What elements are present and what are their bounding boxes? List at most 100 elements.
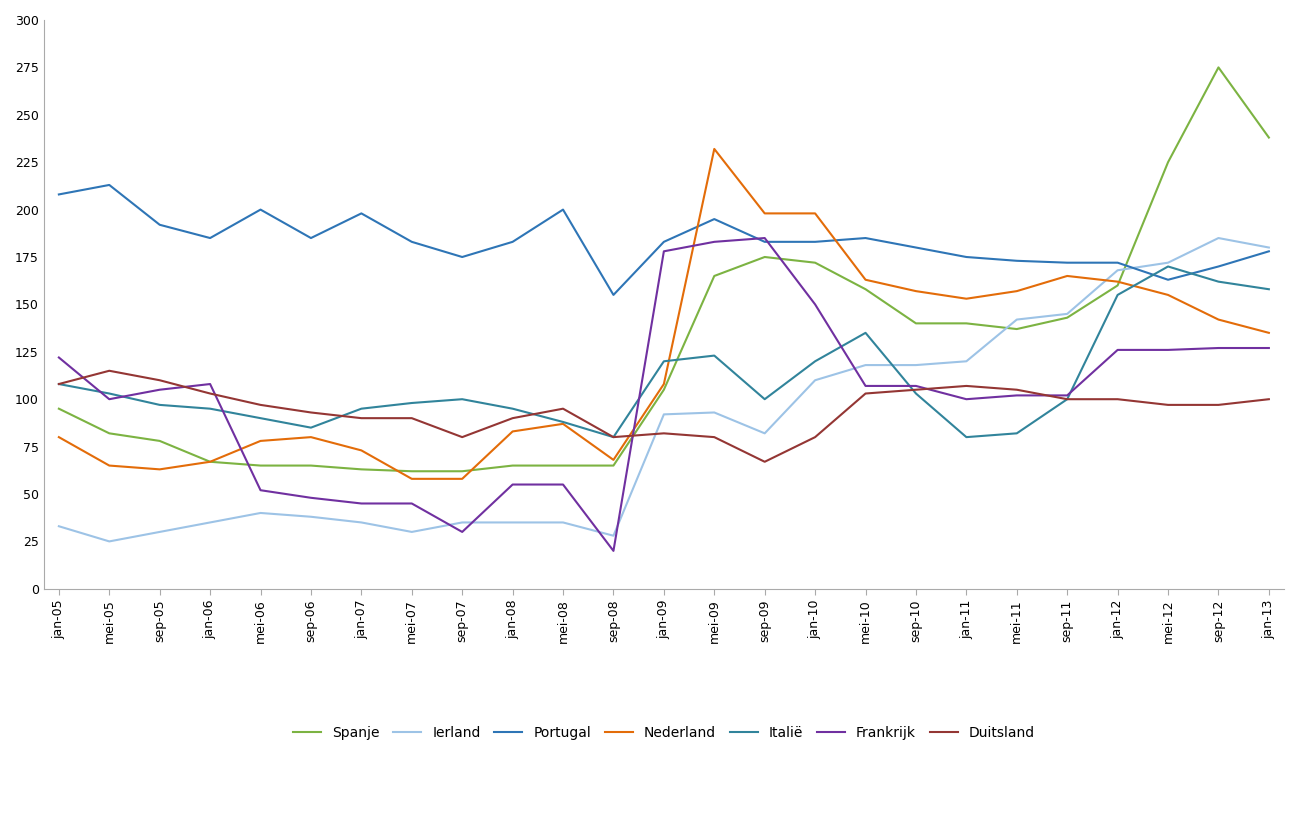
Duitsland bbox=[555, 404, 570, 414]
Spanje bbox=[757, 252, 773, 262]
Spanje bbox=[253, 461, 269, 471]
Line: Spanje: Spanje bbox=[58, 68, 1269, 472]
Nederland bbox=[1060, 271, 1076, 281]
Ierland bbox=[908, 360, 924, 370]
Spanje bbox=[1009, 324, 1025, 334]
Spanje bbox=[1160, 157, 1176, 167]
Italië bbox=[857, 328, 873, 338]
Duitsland bbox=[757, 456, 773, 466]
Ierland bbox=[1160, 257, 1176, 268]
Ierland bbox=[959, 356, 974, 366]
Spanje bbox=[555, 461, 570, 471]
Nederland bbox=[404, 474, 420, 484]
Spanje bbox=[455, 466, 470, 477]
Ierland bbox=[1060, 308, 1076, 319]
Frankrijk bbox=[404, 498, 420, 508]
Ierland bbox=[656, 410, 672, 420]
Portugal bbox=[1160, 275, 1176, 285]
Italië bbox=[303, 423, 318, 433]
Duitsland bbox=[505, 413, 521, 423]
Italië bbox=[707, 350, 722, 360]
Ierland bbox=[455, 517, 470, 528]
Nederland bbox=[455, 474, 470, 484]
Nederland bbox=[807, 208, 822, 218]
Ierland bbox=[857, 360, 873, 370]
Frankrijk bbox=[203, 379, 218, 389]
Spanje bbox=[101, 428, 117, 438]
Portugal bbox=[656, 237, 672, 247]
Portugal bbox=[959, 252, 974, 262]
Spanje bbox=[908, 319, 924, 329]
Line: Portugal: Portugal bbox=[58, 185, 1269, 295]
Nederland bbox=[203, 456, 218, 466]
Duitsland bbox=[1109, 395, 1125, 405]
Ierland bbox=[253, 508, 269, 518]
Italië bbox=[353, 404, 369, 414]
Duitsland bbox=[101, 365, 117, 375]
Portugal bbox=[152, 220, 168, 230]
Portugal bbox=[101, 180, 117, 190]
Frankrijk bbox=[152, 385, 168, 395]
Frankrijk bbox=[605, 546, 621, 556]
Nederland bbox=[656, 379, 672, 389]
Italië bbox=[1060, 395, 1076, 405]
Spanje bbox=[203, 456, 218, 466]
Duitsland bbox=[404, 413, 420, 423]
Italië bbox=[656, 356, 672, 366]
Nederland bbox=[51, 432, 66, 442]
Nederland bbox=[101, 461, 117, 471]
Ierland bbox=[807, 375, 822, 385]
Nederland bbox=[505, 426, 521, 436]
Spanje bbox=[303, 461, 318, 471]
Portugal bbox=[253, 205, 269, 215]
Spanje bbox=[959, 319, 974, 329]
Portugal bbox=[555, 205, 570, 215]
Portugal bbox=[605, 290, 621, 300]
Line: Ierland: Ierland bbox=[58, 238, 1269, 542]
Portugal bbox=[455, 252, 470, 262]
Frankrijk bbox=[555, 480, 570, 490]
Duitsland bbox=[1211, 400, 1226, 410]
Frankrijk bbox=[1009, 390, 1025, 400]
Duitsland bbox=[605, 432, 621, 442]
Line: Italië: Italië bbox=[58, 267, 1269, 437]
Ierland bbox=[1261, 242, 1277, 252]
Frankrijk bbox=[959, 395, 974, 405]
Ierland bbox=[303, 512, 318, 522]
Frankrijk bbox=[857, 381, 873, 391]
Frankrijk bbox=[253, 485, 269, 495]
Italië bbox=[1109, 290, 1125, 300]
Ierland bbox=[404, 527, 420, 537]
Portugal bbox=[757, 237, 773, 247]
Portugal bbox=[1109, 257, 1125, 268]
Frankrijk bbox=[51, 353, 66, 363]
Italië bbox=[1160, 262, 1176, 272]
Frankrijk bbox=[303, 492, 318, 502]
Italië bbox=[51, 379, 66, 389]
Duitsland bbox=[353, 413, 369, 423]
Italië bbox=[555, 417, 570, 427]
Portugal bbox=[203, 233, 218, 243]
Frankrijk bbox=[353, 498, 369, 508]
Italië bbox=[605, 432, 621, 442]
Frankrijk bbox=[807, 299, 822, 309]
Duitsland bbox=[707, 432, 722, 442]
Frankrijk bbox=[1211, 343, 1226, 353]
Ierland bbox=[1009, 314, 1025, 324]
Portugal bbox=[908, 242, 924, 252]
Portugal bbox=[857, 233, 873, 243]
Portugal bbox=[353, 208, 369, 218]
Italië bbox=[152, 400, 168, 410]
Nederland bbox=[1160, 290, 1176, 300]
Ierland bbox=[353, 517, 369, 528]
Frankrijk bbox=[1261, 343, 1277, 353]
Ierland bbox=[757, 428, 773, 438]
Spanje bbox=[605, 461, 621, 471]
Italië bbox=[807, 356, 822, 366]
Spanje bbox=[1261, 133, 1277, 143]
Nederland bbox=[707, 144, 722, 154]
Spanje bbox=[1211, 63, 1226, 73]
Duitsland bbox=[455, 432, 470, 442]
Legend: Spanje, Ierland, Portugal, Nederland, Italië, Frankrijk, Duitsland: Spanje, Ierland, Portugal, Nederland, It… bbox=[287, 721, 1040, 746]
Italië bbox=[908, 389, 924, 399]
